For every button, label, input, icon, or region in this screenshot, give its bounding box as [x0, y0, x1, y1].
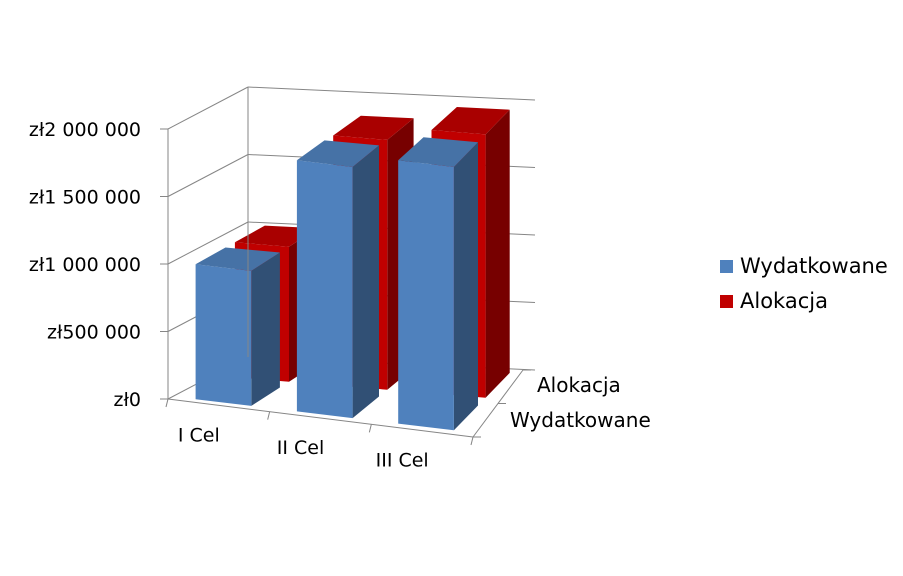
bar-wydatkowane-3 — [398, 137, 478, 431]
x-tick-mark — [470, 436, 474, 446]
x-tick-label: I Cel — [178, 424, 220, 446]
legend-swatch — [720, 260, 733, 273]
axes — [165, 87, 531, 446]
x-tick-mark — [368, 424, 372, 433]
bar-top — [195, 247, 280, 271]
legend-label: Alokacja — [740, 289, 828, 313]
bar-side — [485, 109, 510, 398]
x-tick-mark — [165, 398, 169, 408]
depth-axis-label: Wydatkowane — [510, 408, 651, 432]
legend: Wydatkowane Alokacja — [720, 254, 888, 313]
bar-wydatkowane-1 — [195, 247, 280, 406]
x-axis-line — [167, 398, 474, 438]
bar-top — [333, 115, 414, 140]
y-tick-label: zł500 000 — [47, 322, 141, 344]
x-tick-label: II Cel — [277, 437, 324, 459]
legend-swatch — [720, 295, 733, 308]
bar-wydatkowane-2 — [296, 140, 379, 419]
gridline-side — [167, 86, 249, 130]
y-axis-ticks: zł0 zł500 000 zł1 000 000 zł1 500 000 zł2 00… — [29, 119, 168, 411]
y-tick-label: zł2 000 000 — [29, 119, 141, 141]
bar-front — [195, 264, 252, 406]
y-tick-label: zł0 — [114, 389, 141, 411]
gridline-side — [167, 221, 249, 265]
bar-side — [453, 142, 478, 431]
bar-side — [251, 252, 280, 406]
bar-top — [398, 137, 478, 167]
bar-front — [296, 160, 353, 419]
y-tick-label: zł1 500 000 — [29, 187, 141, 209]
legend-label: Wydatkowane — [740, 254, 888, 278]
depth-axis-label: Alokacja — [537, 373, 621, 397]
axis-labels: I Cel II Cel III Cel Wydatkowane Alokacja — [178, 373, 651, 472]
gridline-side — [167, 154, 249, 197]
bar-side — [352, 145, 379, 419]
y-tick-label: zł1 000 000 — [29, 254, 141, 276]
bar-top — [431, 107, 510, 135]
x-tick-label: III Cel — [376, 450, 429, 472]
bar-top — [296, 140, 379, 167]
bar-front — [398, 160, 454, 431]
x-tick-mark — [267, 411, 271, 420]
gridline-back — [247, 86, 536, 101]
bars — [195, 107, 510, 431]
